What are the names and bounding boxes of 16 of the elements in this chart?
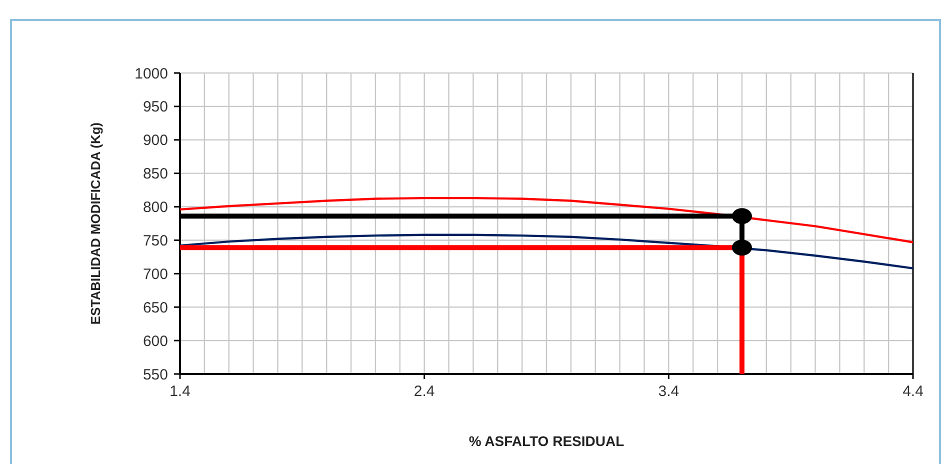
y-tick-label: 1000 <box>134 65 168 82</box>
x-axis-title: % ASFALTO RESIDUAL <box>468 433 625 449</box>
y-tick-label: 600 <box>142 332 168 350</box>
y-tick-label: 800 <box>142 199 168 216</box>
y-axis-title: ESTABILIDAD MODIFICADA (Kg) <box>88 122 103 325</box>
x-tick-label: 4.4 <box>902 383 924 400</box>
y-tick-label: 650 <box>142 299 168 316</box>
y-tick-label: 700 <box>142 266 168 283</box>
y-tick-label: 550 <box>142 366 168 384</box>
y-tick-label: 750 <box>142 232 168 250</box>
x-tick-label: 2.4 <box>414 383 435 400</box>
y-tick-label: 900 <box>142 132 168 150</box>
x-tick-label: 3.4 <box>658 383 680 400</box>
y-tick-label: 850 <box>142 166 168 183</box>
y-tick-label: 950 <box>142 98 168 116</box>
x-tick-label: 1.4 <box>170 383 190 400</box>
